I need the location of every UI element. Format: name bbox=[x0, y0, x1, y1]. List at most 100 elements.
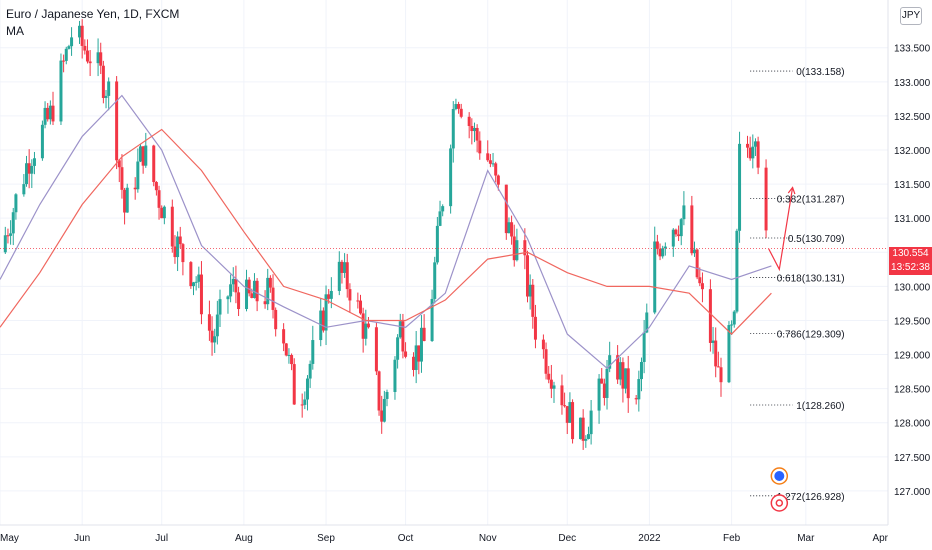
candle-body bbox=[46, 107, 50, 120]
candle-body bbox=[300, 404, 304, 406]
candle bbox=[658, 243, 662, 261]
candle-body bbox=[494, 163, 498, 176]
candle bbox=[359, 294, 363, 315]
candle-body bbox=[547, 373, 551, 380]
candle-body bbox=[730, 324, 734, 326]
candle bbox=[345, 253, 349, 298]
candle-body bbox=[78, 25, 82, 38]
candle-body bbox=[321, 310, 325, 331]
candle bbox=[486, 140, 490, 162]
candle bbox=[181, 242, 185, 276]
event-flag-icon bbox=[774, 471, 785, 481]
candle-body bbox=[404, 351, 408, 357]
candle-body bbox=[655, 241, 659, 249]
bar-countdown: 13:52:38 bbox=[891, 262, 930, 273]
candle-body bbox=[245, 279, 249, 310]
candle-body bbox=[563, 405, 567, 407]
candle bbox=[287, 348, 291, 364]
candle bbox=[70, 27, 74, 56]
candle-body bbox=[157, 190, 161, 208]
candle-body bbox=[679, 219, 683, 237]
candle bbox=[43, 101, 47, 129]
candle bbox=[123, 187, 127, 225]
price-tick-label: 129.000 bbox=[894, 351, 931, 362]
candle bbox=[229, 274, 233, 303]
candle bbox=[515, 228, 519, 262]
candle-body bbox=[515, 240, 519, 261]
fib-level-label: 0.786(129.309) bbox=[777, 329, 845, 340]
candle bbox=[642, 319, 646, 374]
candle bbox=[104, 90, 108, 109]
candle-body bbox=[88, 61, 92, 64]
candle-body bbox=[213, 336, 217, 343]
candle bbox=[366, 316, 370, 329]
candle-body bbox=[290, 355, 294, 365]
candle bbox=[692, 241, 696, 257]
candle bbox=[356, 292, 360, 309]
candle bbox=[32, 151, 36, 175]
candle bbox=[441, 204, 445, 217]
candle-body bbox=[533, 316, 537, 340]
candle-body bbox=[62, 60, 66, 62]
candle bbox=[451, 101, 455, 163]
price-tick-label: 133.000 bbox=[894, 78, 931, 89]
candle bbox=[96, 38, 100, 77]
candle bbox=[271, 274, 275, 319]
candle bbox=[324, 285, 328, 345]
candle bbox=[435, 216, 439, 265]
candle-body bbox=[764, 167, 768, 231]
candle-body bbox=[544, 349, 548, 374]
grid-lines bbox=[0, 0, 889, 525]
candle-body bbox=[356, 300, 360, 302]
candle-body bbox=[586, 434, 590, 439]
candle bbox=[478, 131, 482, 160]
candle-body bbox=[337, 261, 341, 291]
candle bbox=[753, 138, 757, 156]
candle-body bbox=[491, 163, 495, 165]
candle bbox=[600, 368, 604, 384]
currency-badge[interactable]: JPY bbox=[900, 7, 922, 25]
candle bbox=[624, 368, 628, 394]
candle-body bbox=[698, 277, 702, 284]
candle-body bbox=[247, 279, 251, 294]
candle bbox=[308, 360, 312, 388]
candle bbox=[27, 149, 31, 189]
candle bbox=[138, 143, 142, 163]
candle-body bbox=[748, 147, 752, 159]
candle-body bbox=[192, 282, 196, 287]
candle bbox=[59, 53, 63, 125]
candle-body bbox=[207, 314, 211, 331]
candle-body bbox=[700, 283, 704, 290]
candle-body bbox=[237, 292, 241, 310]
candle-body bbox=[751, 146, 755, 159]
candle bbox=[266, 268, 270, 311]
symbol-title: Euro / Japanese Yen, 1D, FXCM bbox=[6, 7, 180, 21]
candle bbox=[565, 405, 569, 435]
candle-body bbox=[218, 299, 222, 315]
candle bbox=[152, 144, 156, 187]
candle-body bbox=[565, 406, 569, 423]
candle-body bbox=[348, 289, 352, 301]
candle-body bbox=[624, 368, 628, 389]
indicator-label[interactable]: MA bbox=[6, 24, 24, 38]
candle-body bbox=[488, 160, 492, 164]
candle bbox=[321, 307, 325, 333]
fib-level-label: 0.5(130.709) bbox=[788, 234, 845, 245]
candle bbox=[674, 228, 678, 237]
candle-body bbox=[160, 207, 164, 219]
candle-body bbox=[671, 229, 675, 247]
candle-body bbox=[738, 143, 742, 231]
candle-body bbox=[197, 274, 201, 282]
candle-body bbox=[756, 141, 760, 168]
candle bbox=[101, 60, 105, 104]
candle-body bbox=[178, 236, 182, 245]
candle-body bbox=[96, 52, 100, 64]
candle-body bbox=[22, 184, 26, 195]
candle bbox=[40, 120, 44, 161]
candle-body bbox=[125, 187, 129, 213]
candle-body bbox=[441, 206, 445, 212]
candle bbox=[661, 245, 665, 259]
candle-body bbox=[14, 194, 18, 213]
candle bbox=[67, 44, 71, 50]
